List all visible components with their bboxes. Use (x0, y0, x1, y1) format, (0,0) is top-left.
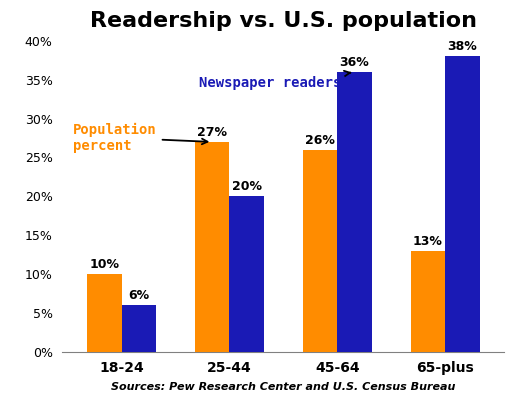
Bar (445, 56, 479, 352)
Text: 6%: 6% (128, 289, 150, 302)
Bar (229, 196, 264, 352)
Text: Newspaper readership: Newspaper readership (199, 71, 367, 90)
Bar (122, 305, 156, 352)
Text: 26%: 26% (305, 134, 335, 146)
Title: Readership vs. U.S. population: Readership vs. U.S. population (90, 11, 477, 31)
Bar (87, 274, 122, 352)
Bar (303, 150, 337, 352)
Text: 38%: 38% (448, 40, 477, 53)
Text: 36%: 36% (340, 56, 369, 69)
Bar (411, 251, 445, 352)
Text: 13%: 13% (413, 235, 443, 247)
Bar (195, 142, 229, 352)
Bar (337, 72, 372, 352)
Text: 10%: 10% (89, 258, 120, 271)
Text: 20%: 20% (232, 180, 262, 193)
Text: Sources: Pew Research Center and U.S. Census Bureau: Sources: Pew Research Center and U.S. Ce… (111, 382, 456, 392)
Text: 27%: 27% (197, 126, 227, 139)
Text: Population
percent: Population percent (73, 123, 207, 153)
